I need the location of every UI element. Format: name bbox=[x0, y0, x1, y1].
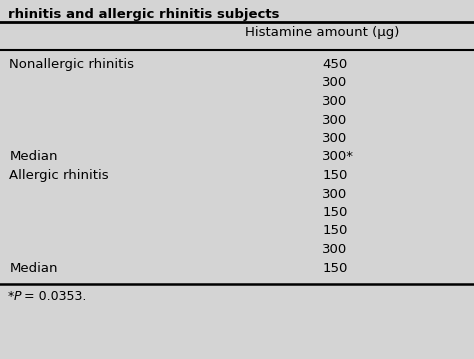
Text: 300: 300 bbox=[322, 132, 347, 145]
Text: 300: 300 bbox=[322, 243, 347, 256]
Text: 150: 150 bbox=[322, 224, 348, 238]
Text: 300: 300 bbox=[322, 76, 347, 89]
Text: 450: 450 bbox=[322, 58, 347, 71]
Text: 300: 300 bbox=[322, 95, 347, 108]
Text: 150: 150 bbox=[322, 206, 348, 219]
Text: 150: 150 bbox=[322, 169, 348, 182]
Text: *: * bbox=[8, 290, 14, 303]
Text: Histamine amount (μg): Histamine amount (μg) bbox=[245, 26, 400, 39]
Text: 300*: 300* bbox=[322, 150, 355, 163]
Text: P: P bbox=[14, 290, 21, 303]
Text: Allergic rhinitis: Allergic rhinitis bbox=[9, 169, 109, 182]
Text: = 0.0353.: = 0.0353. bbox=[20, 290, 86, 303]
Text: Median: Median bbox=[9, 150, 58, 163]
Text: rhinitis and allergic rhinitis subjects: rhinitis and allergic rhinitis subjects bbox=[8, 8, 280, 21]
Text: 150: 150 bbox=[322, 261, 348, 275]
Text: Nonallergic rhinitis: Nonallergic rhinitis bbox=[9, 58, 135, 71]
Text: Median: Median bbox=[9, 261, 58, 275]
Text: 300: 300 bbox=[322, 187, 347, 200]
Text: 300: 300 bbox=[322, 113, 347, 126]
